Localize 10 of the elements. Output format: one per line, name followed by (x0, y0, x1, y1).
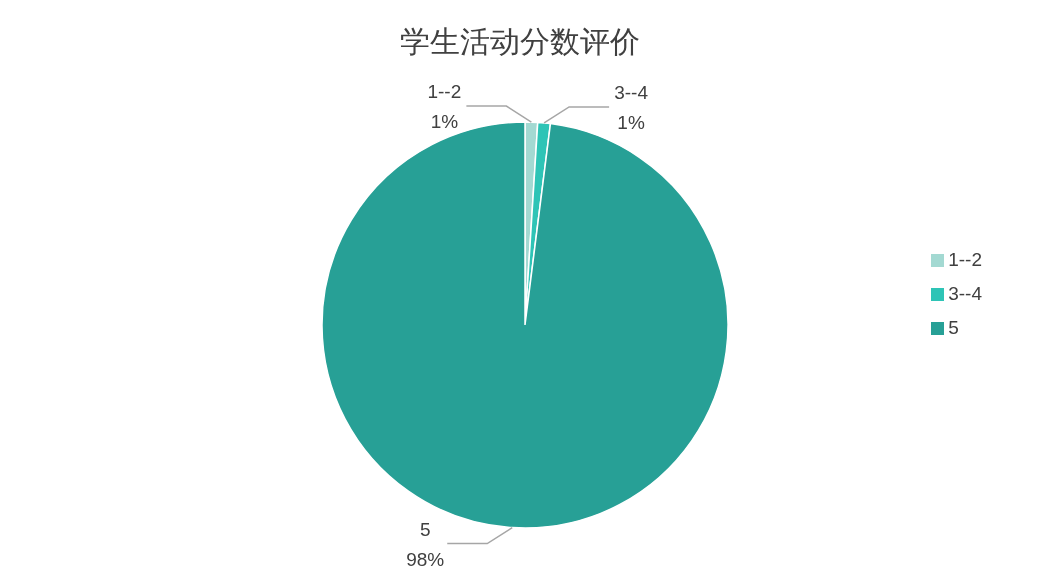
data-label: 98% (406, 548, 445, 570)
chart-title: 学生活动分数评价 (399, 23, 641, 61)
slice-label: 3--4 (614, 81, 649, 103)
slice-label: 1--2 (427, 81, 462, 103)
legend-label: 3--4 (948, 282, 982, 304)
slice-label: 5 (419, 518, 431, 540)
data-label: 1% (430, 111, 459, 133)
legend-label: 5 (948, 316, 959, 338)
legend-label: 1--2 (948, 248, 982, 270)
data-label: 1% (617, 111, 645, 133)
